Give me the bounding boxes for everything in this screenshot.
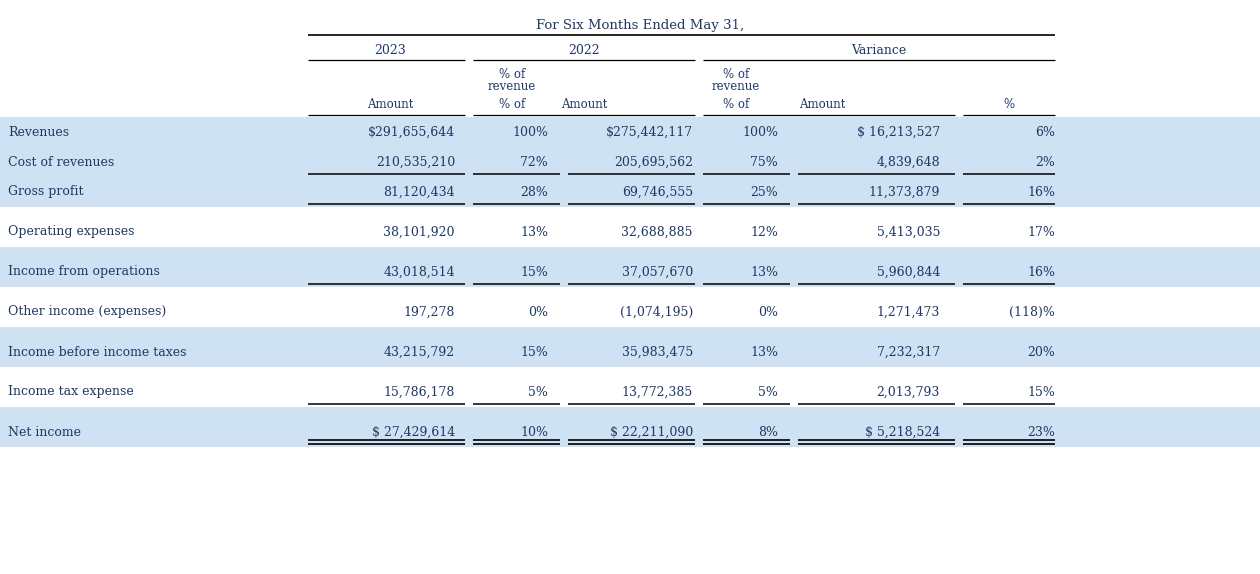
- Text: Cost of revenues: Cost of revenues: [8, 156, 115, 169]
- Text: $ 22,211,090: $ 22,211,090: [610, 425, 693, 439]
- Text: Gross profit: Gross profit: [8, 185, 83, 199]
- Text: 11,373,879: 11,373,879: [868, 185, 940, 199]
- Bar: [0, 247, 1260, 257]
- Text: 23%: 23%: [1027, 425, 1055, 439]
- Text: 2%: 2%: [1036, 156, 1055, 169]
- Bar: [0, 147, 1260, 177]
- Text: 1,271,473: 1,271,473: [877, 305, 940, 319]
- Text: Income before income taxes: Income before income taxes: [8, 346, 186, 359]
- Text: revenue: revenue: [488, 80, 536, 92]
- Text: % of: % of: [499, 98, 525, 111]
- Text: 4,839,648: 4,839,648: [877, 156, 940, 169]
- Bar: [0, 257, 1260, 287]
- Text: 2,013,793: 2,013,793: [877, 386, 940, 398]
- Text: 75%: 75%: [750, 156, 777, 169]
- Text: revenue: revenue: [712, 80, 760, 92]
- Text: 15,786,178: 15,786,178: [383, 386, 455, 398]
- Text: 7,232,317: 7,232,317: [877, 346, 940, 359]
- Bar: [0, 327, 1260, 337]
- Bar: [0, 117, 1260, 147]
- Text: 16%: 16%: [1027, 185, 1055, 199]
- Text: 13%: 13%: [750, 266, 777, 278]
- Text: 32,688,885: 32,688,885: [621, 226, 693, 239]
- Text: 5,413,035: 5,413,035: [877, 226, 940, 239]
- Text: $291,655,644: $291,655,644: [368, 126, 455, 138]
- Text: 205,695,562: 205,695,562: [614, 156, 693, 169]
- Text: 43,018,514: 43,018,514: [383, 266, 455, 278]
- Text: Other income (expenses): Other income (expenses): [8, 305, 166, 319]
- Text: % of: % of: [723, 68, 750, 80]
- Text: 100%: 100%: [512, 126, 548, 138]
- Text: 35,983,475: 35,983,475: [621, 346, 693, 359]
- Text: $ 5,218,524: $ 5,218,524: [864, 425, 940, 439]
- Text: % of: % of: [723, 98, 750, 111]
- Text: % of: % of: [499, 68, 525, 80]
- Text: 0%: 0%: [759, 305, 777, 319]
- Bar: [0, 417, 1260, 447]
- Text: %: %: [1003, 98, 1014, 111]
- Text: 5%: 5%: [528, 386, 548, 398]
- Text: 17%: 17%: [1027, 226, 1055, 239]
- Text: (118)%: (118)%: [1009, 305, 1055, 319]
- Text: 72%: 72%: [520, 156, 548, 169]
- Text: Amount: Amount: [561, 98, 607, 111]
- Bar: [0, 337, 1260, 367]
- Text: 5,960,844: 5,960,844: [877, 266, 940, 278]
- Text: $ 16,213,527: $ 16,213,527: [857, 126, 940, 138]
- Text: 38,101,920: 38,101,920: [383, 226, 455, 239]
- Text: 37,057,670: 37,057,670: [621, 266, 693, 278]
- Bar: [0, 407, 1260, 417]
- Text: 2023: 2023: [374, 44, 406, 56]
- Text: For Six Months Ended May 31,: For Six Months Ended May 31,: [536, 18, 745, 32]
- Text: Amount: Amount: [367, 98, 413, 111]
- Text: 28%: 28%: [520, 185, 548, 199]
- Text: Amount: Amount: [799, 98, 845, 111]
- Text: 210,535,210: 210,535,210: [375, 156, 455, 169]
- Text: 0%: 0%: [528, 305, 548, 319]
- Text: 69,746,555: 69,746,555: [622, 185, 693, 199]
- Bar: [0, 177, 1260, 207]
- Text: 15%: 15%: [520, 266, 548, 278]
- Text: 2022: 2022: [568, 44, 600, 56]
- Text: 6%: 6%: [1034, 126, 1055, 138]
- Text: Operating expenses: Operating expenses: [8, 226, 135, 239]
- Text: 15%: 15%: [1027, 386, 1055, 398]
- Text: 25%: 25%: [750, 185, 777, 199]
- Text: Income from operations: Income from operations: [8, 266, 160, 278]
- Text: 12%: 12%: [750, 226, 777, 239]
- Text: (1,074,195): (1,074,195): [620, 305, 693, 319]
- Text: 43,215,792: 43,215,792: [384, 346, 455, 359]
- Text: Net income: Net income: [8, 425, 81, 439]
- Text: 8%: 8%: [759, 425, 777, 439]
- Text: 13%: 13%: [520, 226, 548, 239]
- Text: Variance: Variance: [852, 44, 907, 56]
- Text: 10%: 10%: [520, 425, 548, 439]
- Text: Income tax expense: Income tax expense: [8, 386, 134, 398]
- Text: $275,442,117: $275,442,117: [606, 126, 693, 138]
- Text: 81,120,434: 81,120,434: [383, 185, 455, 199]
- Text: Revenues: Revenues: [8, 126, 69, 138]
- Text: 197,278: 197,278: [403, 305, 455, 319]
- Text: 20%: 20%: [1027, 346, 1055, 359]
- Text: 13%: 13%: [750, 346, 777, 359]
- Text: 100%: 100%: [742, 126, 777, 138]
- Text: 5%: 5%: [759, 386, 777, 398]
- Text: 13,772,385: 13,772,385: [621, 386, 693, 398]
- Text: 16%: 16%: [1027, 266, 1055, 278]
- Text: 15%: 15%: [520, 346, 548, 359]
- Text: $ 27,429,614: $ 27,429,614: [372, 425, 455, 439]
